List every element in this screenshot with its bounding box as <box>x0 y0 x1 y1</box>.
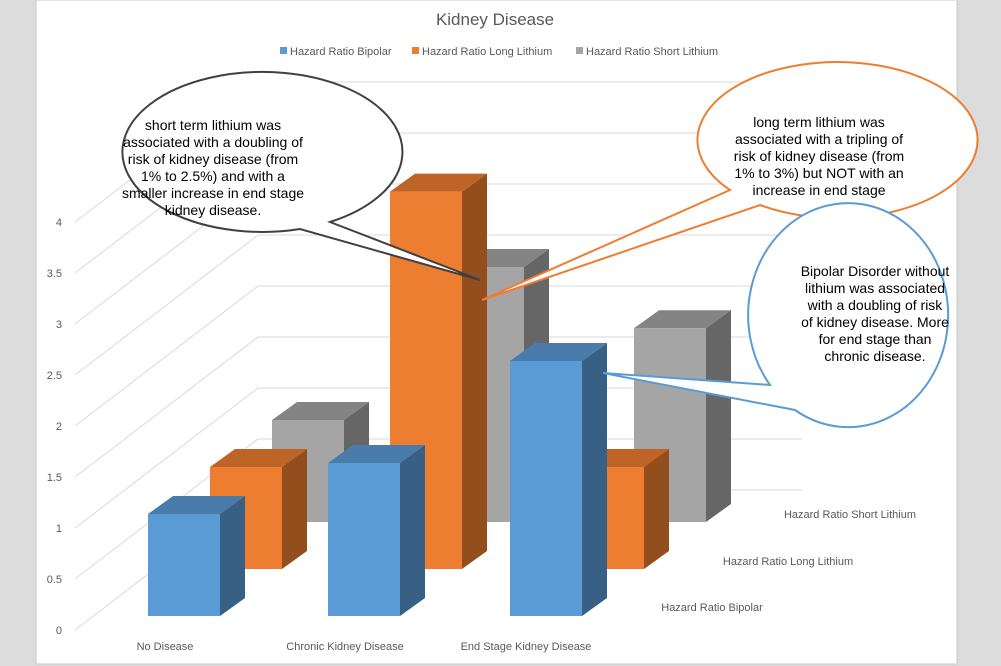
bar-side <box>282 449 307 569</box>
y-tick-label: 3 <box>56 319 62 331</box>
depth-axis-labels: Hazard Ratio Bipolar Hazard Ratio Long Li… <box>661 509 916 614</box>
y-tick-label: 1 <box>56 523 62 535</box>
bar-top <box>390 173 487 192</box>
bar-front <box>328 463 400 616</box>
bars <box>148 173 731 616</box>
gridline <box>74 387 802 529</box>
category-label: Chronic Kidney Disease <box>286 641 403 653</box>
legend-label: Hazard Ratio Short Lithium <box>586 46 718 58</box>
callout-short-text: short term lithium was associated with a… <box>121 117 305 218</box>
bar-front <box>148 514 220 616</box>
y-tick-label: 4 <box>56 217 62 229</box>
callout-bipolar-bubble <box>602 202 950 429</box>
callout-bipolar-text: Bipolar Disorder without lithium was ass… <box>800 263 950 364</box>
category-label: End Stage Kidney Disease <box>461 641 592 653</box>
bar-side <box>582 343 607 616</box>
bar-side <box>400 445 425 616</box>
bar-top <box>210 449 307 467</box>
bar-top <box>634 310 731 329</box>
y-tick-label: 3.5 <box>47 268 62 280</box>
bar <box>510 343 607 616</box>
bar <box>148 496 245 616</box>
y-tick-label: 0.5 <box>47 574 62 586</box>
gridline <box>74 285 802 427</box>
category-label: No Disease <box>137 641 194 653</box>
callout-shapes <box>121 61 979 429</box>
bar-side <box>462 173 487 569</box>
bar-top <box>510 343 607 361</box>
y-tick-label: 0 <box>56 625 62 637</box>
legend-label: Hazard Ratio Long Lithium <box>422 46 552 58</box>
bar-top <box>272 402 369 420</box>
legend-label: Hazard Ratio Bipolar <box>290 46 392 58</box>
bar-top <box>148 496 245 514</box>
y-axis-ticks: 0 0.5 1 1.5 2 2.5 3 3.5 4 <box>47 217 62 637</box>
gridline <box>74 336 802 478</box>
gridline <box>74 438 802 580</box>
bar-side <box>706 310 731 522</box>
legend-swatch <box>576 47 583 54</box>
bar-top <box>328 445 425 463</box>
y-tick-label: 2.5 <box>47 370 62 382</box>
bar <box>328 445 425 616</box>
bar-side <box>644 449 669 569</box>
callout-long-text: long term lithium was associated with a … <box>733 114 905 198</box>
series-axis-label: Hazard Ratio Short Lithium <box>784 509 916 521</box>
bar-front <box>510 361 582 616</box>
gridline <box>74 234 802 376</box>
series-axis-label: Hazard Ratio Bipolar <box>661 602 763 614</box>
y-tick-label: 1.5 <box>47 472 62 484</box>
y-tick-label: 2 <box>56 421 62 433</box>
legend-swatch <box>280 47 287 54</box>
series-axis-label: Hazard Ratio Long Lithium <box>723 556 853 568</box>
chart-title: Kidney Disease <box>436 10 554 29</box>
x-axis-labels: No Disease Chronic Kidney Disease End Stag… <box>137 641 592 653</box>
legend-swatch <box>412 47 419 54</box>
bar-side <box>220 496 245 616</box>
callout-short-bubble <box>121 70 481 281</box>
legend: Hazard Ratio Bipolar Hazard Ratio Long Li… <box>280 46 718 58</box>
